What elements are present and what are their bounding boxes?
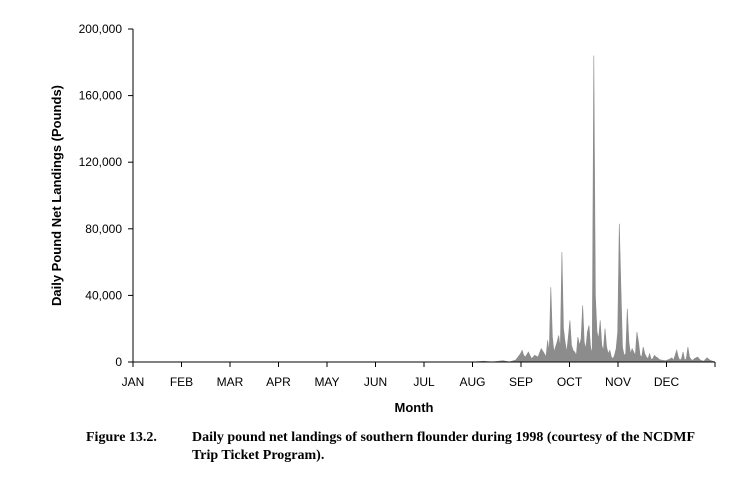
y-axis-title: Daily Pound Net Landings (Pounds) <box>49 85 64 306</box>
x-tick-label-feb: FEB <box>170 375 193 389</box>
x-tick-label-apr: APR <box>266 375 291 389</box>
y-tick-label: 200,000 <box>79 22 123 36</box>
x-axis-ticks: JAN FEB MAR APR MAY JUN JUL AUG SEP OCT NOV DEC <box>122 362 716 389</box>
x-tick-label-oct: OCT <box>557 375 583 389</box>
y-axis-ticks: 0 40,000 80,000 120,000 160,000 200,000 <box>79 22 133 369</box>
x-tick-label-jul: JUL <box>413 375 435 389</box>
landings-chart: 0 40,000 80,000 120,000 160,000 200,000 JAN FE… <box>49 22 716 415</box>
figure-label: Figure 13.2. <box>86 430 157 445</box>
y-tick-label: 40,000 <box>85 288 122 302</box>
x-tick-label-jun: JUN <box>364 375 387 389</box>
x-tick-label-aug: AUG <box>459 375 485 389</box>
x-tick-label-may: MAY <box>314 375 339 389</box>
x-tick-label-sep: SEP <box>509 375 533 389</box>
y-tick-label: 160,000 <box>79 89 123 103</box>
landings-chart-svg: 0 40,000 80,000 120,000 160,000 200,000 JAN FE… <box>49 22 716 415</box>
x-tick-label-mar: MAR <box>217 375 244 389</box>
x-tick-label-dec: DEC <box>654 375 680 389</box>
figure-caption-text: Daily pound net landings of southern flo… <box>192 430 695 463</box>
x-axis-title: Month <box>395 400 434 415</box>
y-tick-label: 120,000 <box>79 155 123 169</box>
landings-area-series <box>472 55 716 363</box>
y-tick-label: 80,000 <box>85 222 122 236</box>
y-tick-label: 0 <box>115 355 122 369</box>
figure-caption: Figure 13.2. Daily pound net landings of… <box>86 429 706 465</box>
x-tick-label-jan: JAN <box>122 375 145 389</box>
x-tick-label-nov: NOV <box>605 375 631 389</box>
